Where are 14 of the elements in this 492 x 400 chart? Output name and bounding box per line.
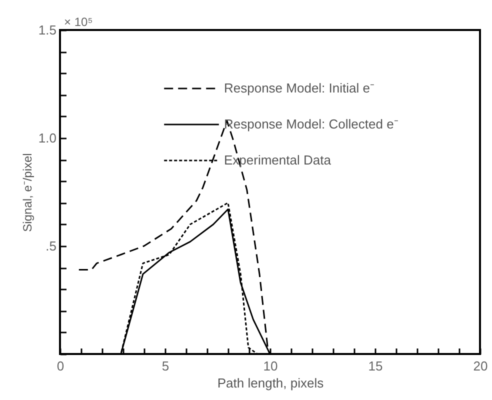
x-axis-title: Path length, pixels — [217, 376, 324, 390]
x-tick-label: 0 — [56, 358, 64, 374]
x-tick-label: 10 — [263, 358, 278, 374]
x-tick-label: 5 — [162, 358, 170, 374]
x-tick-label: 15 — [368, 358, 383, 374]
text: × 10⁵ — [64, 15, 93, 29]
y-tick-label: 1.5 — [38, 22, 56, 38]
y-tick-label: 1.0 — [38, 130, 56, 146]
legend-label: Response Model: Collected e⁻ — [224, 116, 398, 132]
legend-label: Response Model: Initial e⁻ — [224, 80, 374, 96]
x-tick-label: 20 — [473, 358, 488, 374]
y-axis-title: Signal, e⁻/pixel — [20, 153, 34, 232]
y-tick-label: .5 — [46, 238, 56, 254]
legend-label: Experimental Data — [224, 152, 332, 168]
